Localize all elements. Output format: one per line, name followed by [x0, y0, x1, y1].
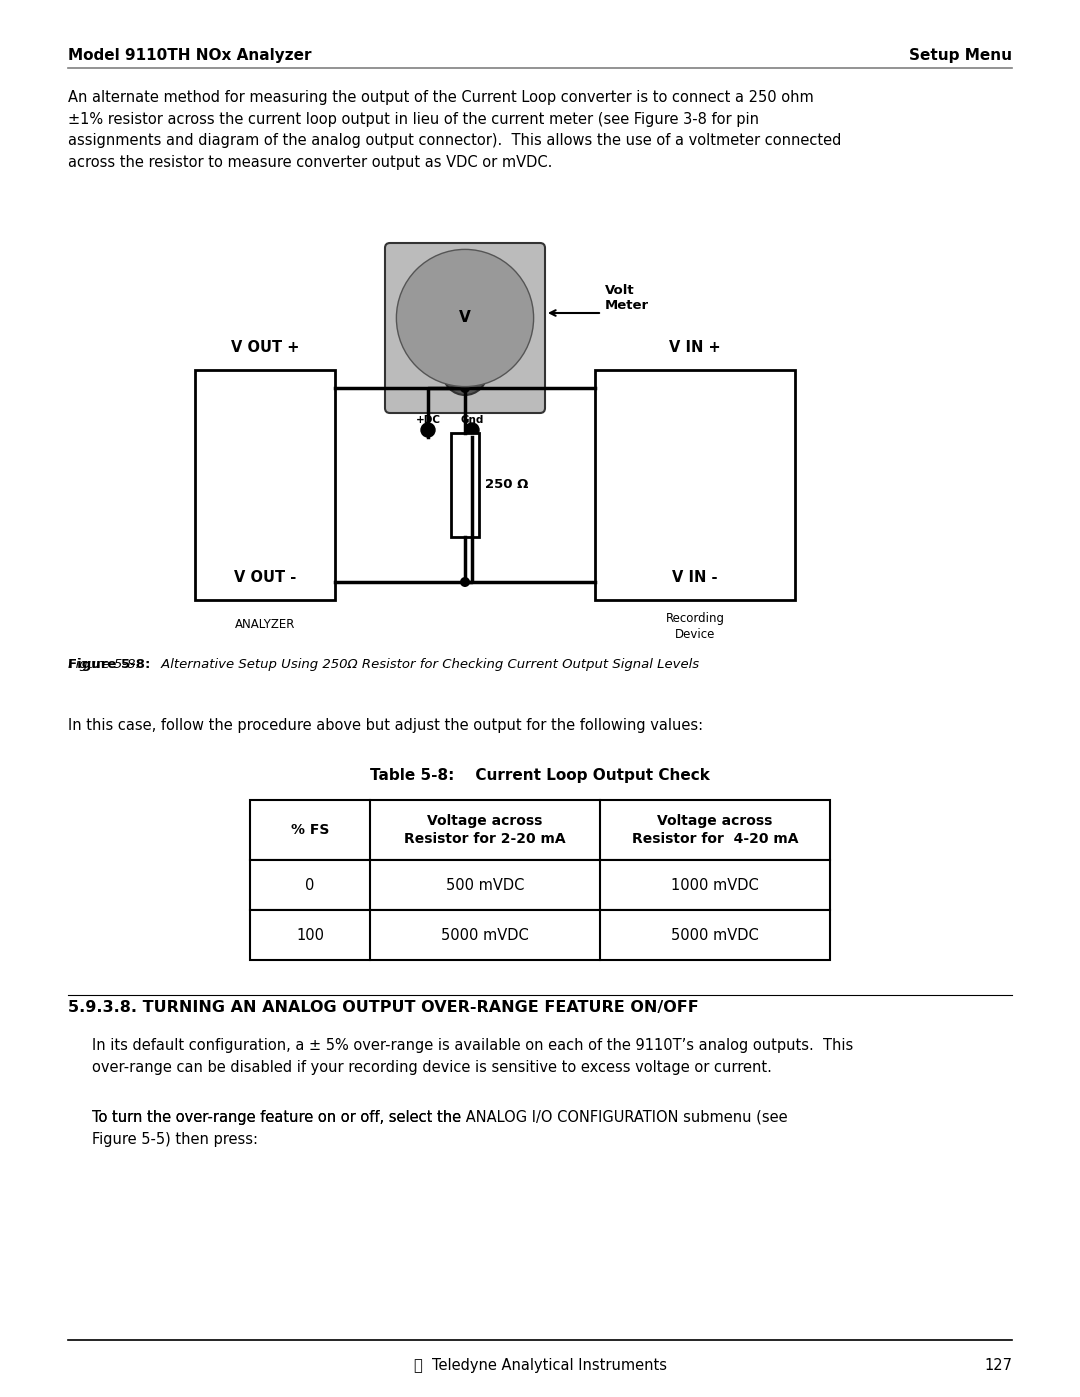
Text: 5000 mVDC: 5000 mVDC: [671, 928, 759, 943]
Text: V IN +: V IN +: [670, 339, 720, 355]
Circle shape: [443, 351, 487, 395]
Text: Table 5-8:    Current Loop Output Check: Table 5-8: Current Loop Output Check: [370, 768, 710, 782]
Text: Setup Menu: Setup Menu: [909, 47, 1012, 63]
Text: 5000 mVDC: 5000 mVDC: [441, 928, 529, 943]
Bar: [249, 909, 831, 960]
Text: 5.9.3.8. TURNING AN ANALOG OUTPUT OVER-RANGE FEATURE ON/OFF: 5.9.3.8. TURNING AN ANALOG OUTPUT OVER-R…: [68, 1000, 699, 1016]
Text: Voltage across
Resistor for  4-20 mA: Voltage across Resistor for 4-20 mA: [632, 814, 798, 845]
Circle shape: [465, 423, 480, 437]
Bar: [249, 800, 831, 861]
Text: V IN -: V IN -: [672, 570, 718, 585]
Text: In this case, follow the procedure above but adjust the output for the following: In this case, follow the procedure above…: [68, 718, 703, 733]
Text: Gnd: Gnd: [460, 415, 484, 425]
Text: Model 9110TH NOx Analyzer: Model 9110TH NOx Analyzer: [68, 47, 311, 63]
Text: Voltage across
Resistor for 2-20 mA: Voltage across Resistor for 2-20 mA: [404, 814, 566, 845]
Text: To turn the over-range feature on or off, select the: To turn the over-range feature on or off…: [92, 1111, 465, 1125]
Bar: [195, 370, 335, 599]
Text: To turn the over-range feature on or off, select the ANALOG I/O CONFIGURATION su: To turn the over-range feature on or off…: [92, 1111, 787, 1147]
Bar: [595, 370, 795, 599]
Text: 100: 100: [296, 928, 324, 943]
Circle shape: [421, 423, 435, 437]
Circle shape: [460, 383, 470, 393]
Text: 1000 mVDC: 1000 mVDC: [671, 877, 759, 893]
Text: % FS: % FS: [291, 823, 329, 837]
Text: Recording
Device: Recording Device: [665, 612, 725, 641]
Text: 0: 0: [306, 877, 314, 893]
Text: V OUT +: V OUT +: [231, 339, 299, 355]
Bar: [249, 861, 831, 909]
Text: 250 Ω: 250 Ω: [485, 479, 528, 492]
Text: V OUT -: V OUT -: [234, 570, 296, 585]
Circle shape: [460, 577, 470, 587]
Text: Volt
Meter: Volt Meter: [605, 284, 649, 312]
Text: V: V: [459, 310, 471, 326]
Text: +DC: +DC: [416, 415, 441, 425]
Text: 500 mVDC: 500 mVDC: [446, 877, 524, 893]
Text: ⮨  Teledyne Analytical Instruments: ⮨ Teledyne Analytical Instruments: [414, 1358, 666, 1373]
Text: 127: 127: [984, 1358, 1012, 1373]
Text: In its default configuration, a ± 5% over-range is available on each of the 9110: In its default configuration, a ± 5% ove…: [92, 1038, 853, 1074]
FancyBboxPatch shape: [384, 243, 545, 414]
Bar: [451, 433, 480, 536]
Text: Figure 5-8:     Alternative Setup Using 250Ω Resistor for Checking Current Outpu: Figure 5-8: Alternative Setup Using 250Ω…: [68, 658, 699, 671]
Text: ANALYZER: ANALYZER: [234, 617, 295, 631]
Text: An alternate method for measuring the output of the Current Loop converter is to: An alternate method for measuring the ou…: [68, 89, 841, 170]
Polygon shape: [423, 300, 507, 342]
Text: Figure 5-8:: Figure 5-8:: [68, 658, 150, 671]
